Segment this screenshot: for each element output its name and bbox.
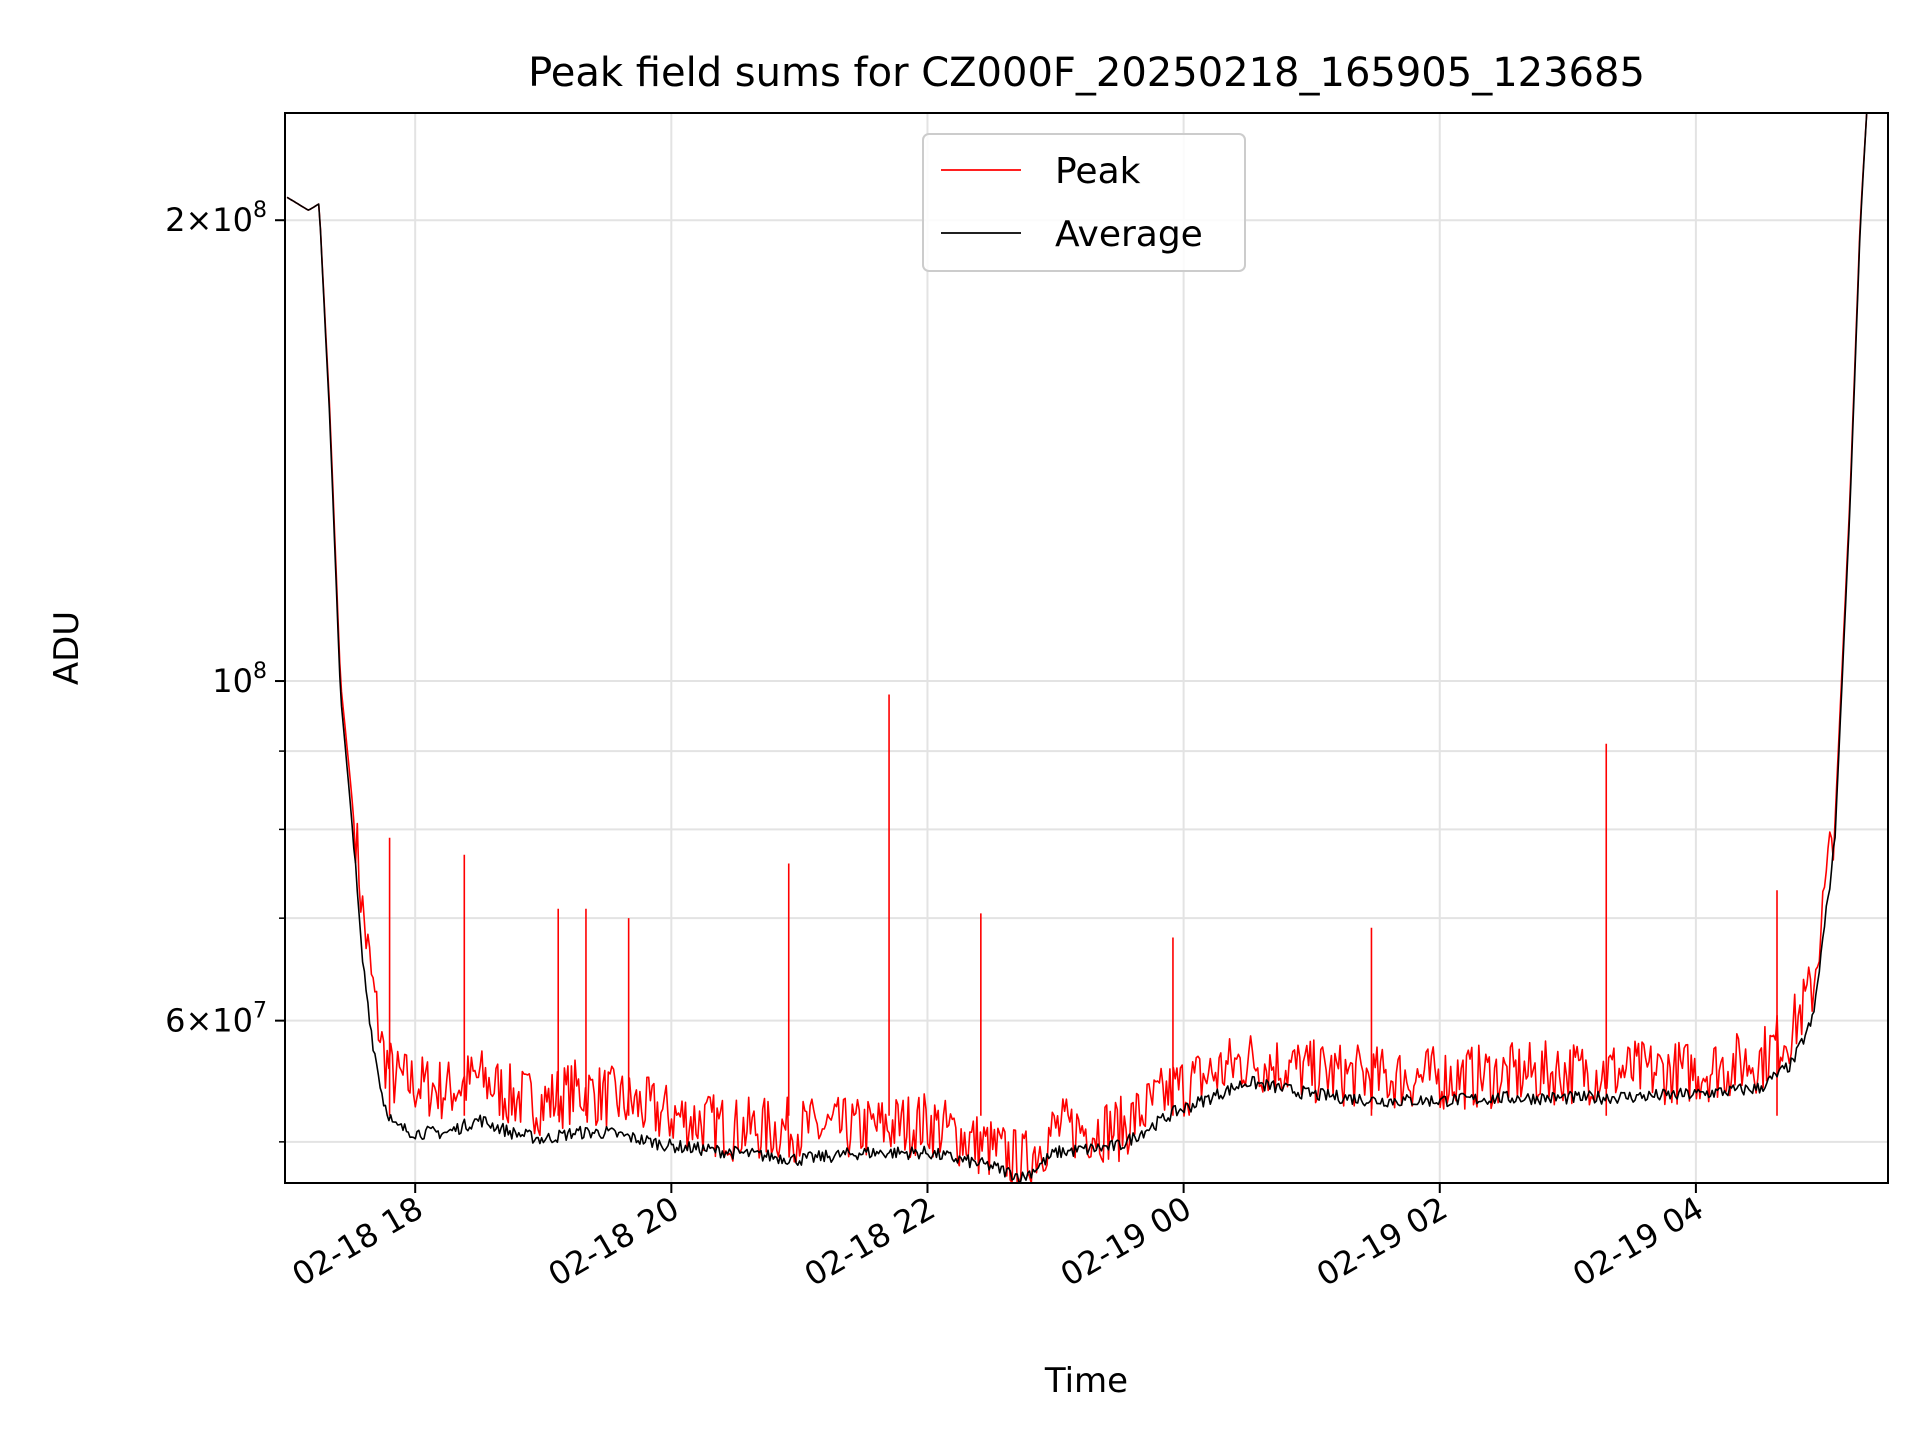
x-tick-label: 02-19 02: [1310, 1189, 1454, 1294]
series-line-peak: [286, 112, 1868, 1184]
y-axis-label: ADU: [47, 611, 87, 685]
legend-box: [922, 133, 1246, 272]
x-tick-label: 02-18 20: [542, 1189, 686, 1294]
x-tick-label: 02-18 18: [286, 1189, 430, 1294]
x-axis-label: Time: [1044, 1361, 1128, 1401]
x-tick-label: 02-18 22: [798, 1189, 942, 1294]
y-tick-label: 108: [212, 659, 267, 700]
legend-label-average: Average: [1055, 214, 1203, 255]
series-line-average: [286, 112, 1868, 1184]
y-tick-label: 2×108: [165, 198, 267, 239]
chart-title: Peak field sums for CZ000F_20250218_1659…: [528, 50, 1645, 96]
legend: Peak Average: [922, 133, 1246, 272]
plot-frame: [284, 112, 1889, 1184]
y-tick-label: 6×107: [165, 999, 267, 1040]
grid: [285, 113, 1888, 1183]
series-layer: [286, 112, 1868, 1184]
axes: 02-18 18 02-18 20 02-18 22 02-19 00 02-19 02…: [165, 198, 1710, 1294]
legend-label-peak: Peak: [1055, 151, 1141, 192]
x-tick-label: 02-19 00: [1054, 1189, 1198, 1294]
x-tick-label: 02-19 04: [1566, 1189, 1710, 1294]
